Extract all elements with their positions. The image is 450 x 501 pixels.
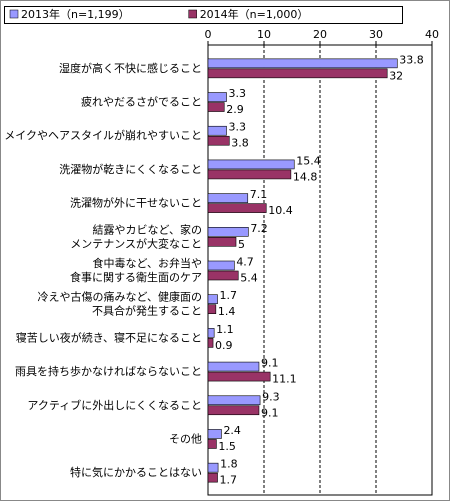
category-label: 結露やカビなど、家のメンテナンスが大変なこと <box>70 222 202 250</box>
value-label: 3.8 <box>231 137 249 150</box>
value-label: 33.8 <box>399 53 424 66</box>
value-label: 5 <box>238 238 245 251</box>
bar <box>207 193 249 203</box>
x-tick-label: 20 <box>313 28 327 41</box>
bar <box>207 395 261 406</box>
legend-swatch <box>188 9 197 19</box>
bar <box>207 338 214 348</box>
value-label: 1.5 <box>218 440 236 453</box>
value-label: 1.1 <box>216 323 234 336</box>
value-label: 7.1 <box>250 188 268 201</box>
value-label: 0.9 <box>215 339 233 352</box>
value-label: 5.4 <box>240 272 257 285</box>
value-label: 15.4 <box>296 154 321 167</box>
category-label: 冷えや古傷の痛みなど、健康面の不具合が発生すること <box>38 290 202 318</box>
legend-label: 2013年（n=1,199） <box>21 7 130 21</box>
bar <box>207 294 218 304</box>
value-label: 2.9 <box>226 103 244 116</box>
bar <box>207 135 230 146</box>
value-label: 9.3 <box>262 390 280 403</box>
bar <box>207 203 267 213</box>
category-label: 湿度が高く不快に感じること <box>59 61 202 75</box>
bar <box>207 472 218 483</box>
value-label: 14.8 <box>293 170 318 183</box>
value-label: 9.1 <box>261 357 279 370</box>
category-label: アクティブに外出しにくくなること <box>27 398 202 412</box>
value-label: 7.2 <box>250 222 268 235</box>
bar <box>207 125 227 136</box>
value-label: 32 <box>389 69 403 82</box>
bar <box>207 304 217 314</box>
bar <box>207 429 222 439</box>
category-label: メイクやヘアスタイルが崩れやすいこと <box>4 128 202 142</box>
bar <box>207 260 235 271</box>
x-tick-label: 30 <box>369 28 383 41</box>
bar <box>207 169 292 180</box>
bar <box>207 58 398 69</box>
legend-swatch <box>9 9 19 19</box>
category-label: その他 <box>169 432 202 445</box>
category-label: 洗濯物が乾きにくくなること <box>59 162 202 176</box>
bar <box>207 102 225 112</box>
value-label: 3.3 <box>228 121 246 134</box>
bar <box>207 237 237 247</box>
value-label: 1.8 <box>220 458 238 471</box>
category-label: 寝苦しい夜が続き、寝不足になること <box>16 330 202 344</box>
value-label: 11.1 <box>272 373 297 386</box>
bar <box>207 462 219 473</box>
category-label: 食中毒など、お弁当や食事に関する衛生面のケア <box>70 256 202 284</box>
value-label: 1.7 <box>220 474 238 487</box>
value-label: 1.4 <box>218 305 236 318</box>
bar <box>207 227 249 237</box>
category-label: 疲れやだるさがでること <box>81 95 202 109</box>
value-label: 2.4 <box>223 424 241 437</box>
value-label: 4.7 <box>236 256 254 269</box>
legend-frame <box>4 6 403 24</box>
x-tick-label: 0 <box>205 28 212 41</box>
value-label: 10.4 <box>268 204 293 217</box>
value-label: 9.1 <box>261 406 279 419</box>
bar <box>207 371 271 382</box>
value-label: 3.3 <box>228 87 246 100</box>
category-label: 雨具を持ち歩かなければならないこと <box>15 364 202 378</box>
bar <box>207 68 388 79</box>
bar <box>207 328 215 338</box>
x-tick-label: 40 <box>425 28 439 41</box>
bar <box>207 405 260 416</box>
bar <box>207 270 239 281</box>
category-label: 特に気にかかることはない <box>70 465 202 479</box>
bar <box>207 439 217 449</box>
bar <box>207 159 295 170</box>
bar <box>207 361 260 372</box>
x-tick-label: 10 <box>257 28 271 41</box>
legend-label: 2014年（n=1,000） <box>200 7 309 21</box>
bar <box>207 92 227 102</box>
category-label: 洗濯物が外に干せないこと <box>70 196 202 210</box>
value-label: 1.7 <box>220 289 238 302</box>
